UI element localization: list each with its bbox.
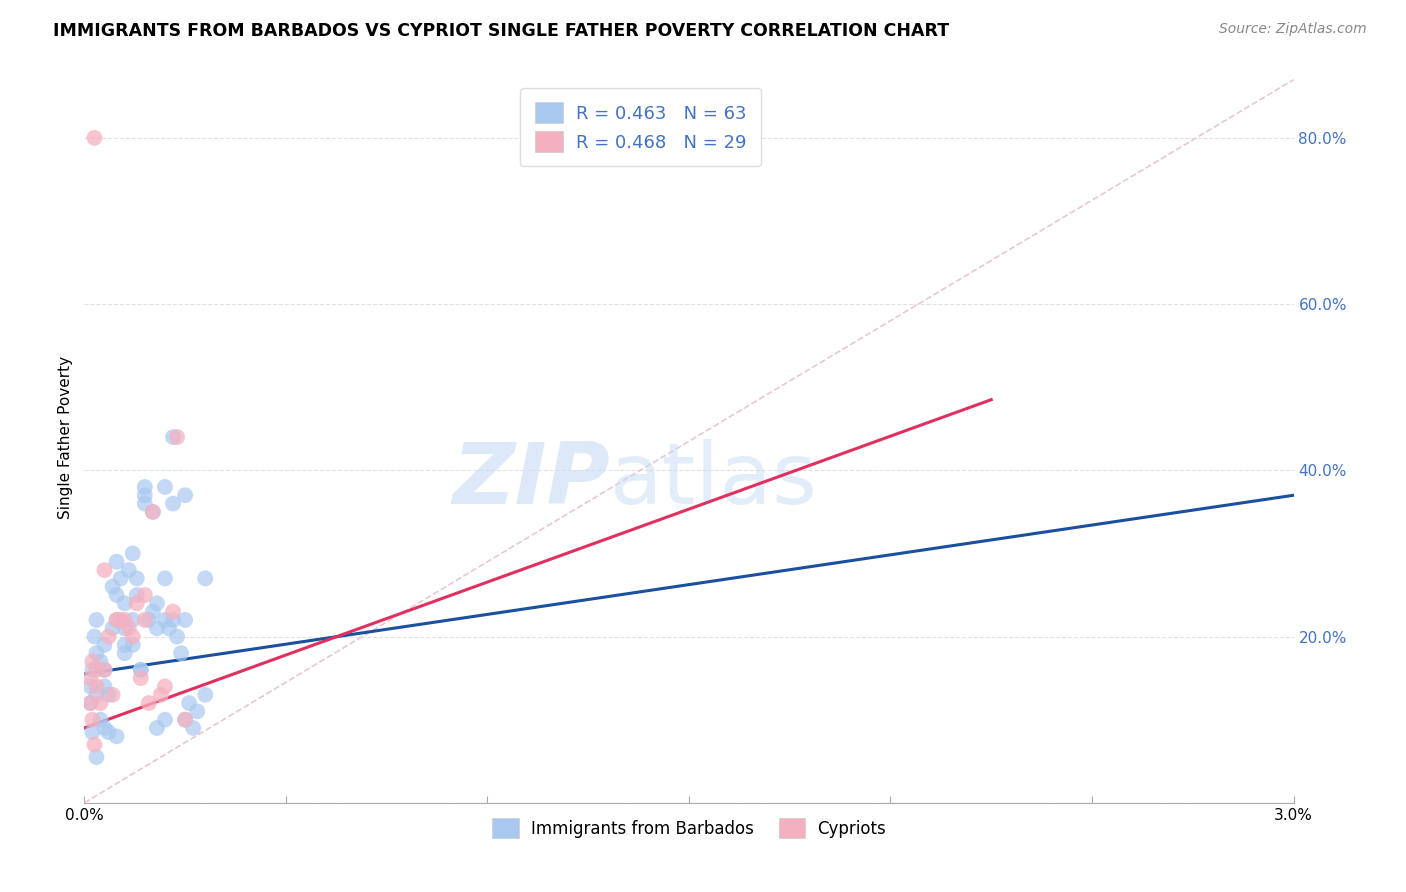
Point [89, 713, 111, 727]
Point [93, 680, 115, 694]
Point [153, 571, 176, 585]
Point [153, 713, 176, 727]
Point [101, 580, 124, 594]
Point [105, 588, 128, 602]
Point [86, 688, 108, 702]
Point [83, 630, 105, 644]
Point [162, 613, 184, 627]
Point [125, 571, 148, 585]
Point [105, 555, 128, 569]
Point [149, 688, 172, 702]
Point [162, 497, 184, 511]
Point [134, 488, 156, 502]
Point [194, 688, 217, 702]
Point [166, 630, 188, 644]
Point [93, 721, 115, 735]
Point [153, 680, 176, 694]
Point [118, 621, 141, 635]
Point [114, 646, 136, 660]
Point [110, 571, 132, 585]
Point [181, 721, 204, 735]
Point [121, 638, 143, 652]
Point [153, 480, 176, 494]
Point [179, 696, 201, 710]
Text: ZIP: ZIP [453, 440, 610, 523]
Point [82, 713, 104, 727]
Point [114, 613, 136, 627]
Point [97, 630, 120, 644]
Point [174, 713, 197, 727]
Point [146, 596, 169, 610]
Point [89, 655, 111, 669]
Point [134, 497, 156, 511]
Point [142, 605, 165, 619]
Point [174, 613, 197, 627]
Text: Source: ZipAtlas.com: Source: ZipAtlas.com [1219, 22, 1367, 37]
Point [86, 613, 108, 627]
Point [86, 663, 108, 677]
Point [186, 705, 208, 719]
Point [101, 688, 124, 702]
Point [105, 729, 128, 743]
Point [162, 430, 184, 444]
Point [125, 596, 148, 610]
Point [129, 663, 152, 677]
Point [105, 613, 128, 627]
Point [174, 488, 197, 502]
Text: IMMIGRANTS FROM BARBADOS VS CYPRIOT SINGLE FATHER POVERTY CORRELATION CHART: IMMIGRANTS FROM BARBADOS VS CYPRIOT SING… [53, 22, 949, 40]
Point [93, 663, 115, 677]
Point [79, 671, 101, 685]
Point [86, 680, 108, 694]
Point [153, 613, 176, 627]
Point [97, 688, 120, 702]
Point [134, 588, 156, 602]
Point [82, 655, 104, 669]
Point [118, 563, 141, 577]
Point [134, 480, 156, 494]
Point [86, 750, 108, 764]
Point [93, 638, 115, 652]
Point [157, 621, 180, 635]
Point [97, 725, 120, 739]
Point [79, 696, 101, 710]
Legend: Immigrants from Barbados, Cypriots: Immigrants from Barbados, Cypriots [481, 806, 897, 849]
Point [114, 638, 136, 652]
Point [138, 613, 160, 627]
Point [194, 571, 217, 585]
Point [114, 596, 136, 610]
Point [142, 505, 165, 519]
Point [79, 680, 101, 694]
Point [174, 713, 197, 727]
Point [82, 725, 104, 739]
Point [86, 646, 108, 660]
Point [121, 630, 143, 644]
Point [82, 663, 104, 677]
Point [146, 621, 169, 635]
Point [83, 738, 105, 752]
Point [166, 430, 188, 444]
Text: atlas: atlas [610, 440, 818, 523]
Point [93, 563, 115, 577]
Point [146, 721, 169, 735]
Point [142, 505, 165, 519]
Point [121, 546, 143, 560]
Point [79, 696, 101, 710]
Point [170, 646, 193, 660]
Point [129, 663, 152, 677]
Point [129, 671, 152, 685]
Point [162, 605, 184, 619]
Point [125, 588, 148, 602]
Y-axis label: Single Father Poverty: Single Father Poverty [58, 356, 73, 518]
Point [105, 613, 128, 627]
Point [110, 613, 132, 627]
Point [121, 613, 143, 627]
Point [89, 696, 111, 710]
Point [134, 613, 156, 627]
Point [138, 696, 160, 710]
Point [83, 131, 105, 145]
Point [93, 663, 115, 677]
Point [114, 621, 136, 635]
Point [101, 621, 124, 635]
